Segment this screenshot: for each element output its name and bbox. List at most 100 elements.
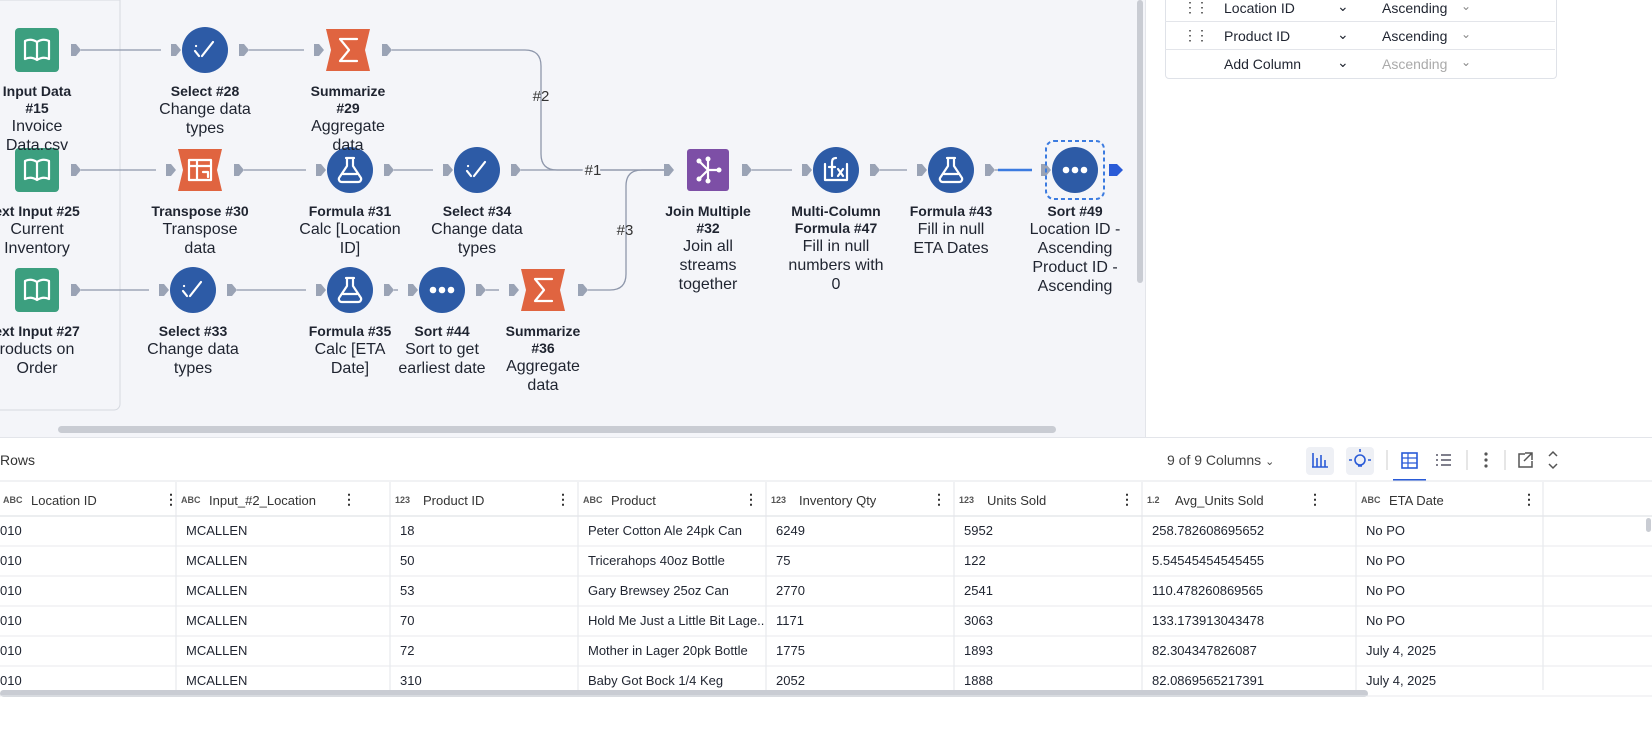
tool-icon[interactable] — [928, 147, 974, 193]
grid-view-icon[interactable] — [1401, 452, 1418, 469]
table-cell[interactable]: 010 — [0, 673, 22, 688]
column-menu[interactable]: ⋮ — [932, 491, 946, 507]
column-menu[interactable]: ⋮ — [1522, 491, 1536, 507]
more-menu[interactable] — [1484, 452, 1488, 468]
table-cell[interactable]: 3063 — [964, 613, 993, 628]
order-chevron[interactable]: ⌄ — [1461, 0, 1472, 13]
table-cell[interactable]: 2541 — [964, 583, 993, 598]
table-cell[interactable]: No PO — [1366, 613, 1406, 628]
table-cell[interactable]: Tricerahops 40oz Bottle — [588, 553, 725, 568]
field-chevron[interactable]: ⌄ — [1337, 26, 1349, 42]
tool-formula[interactable] — [928, 147, 974, 193]
v-scrollbar[interactable] — [1137, 0, 1143, 283]
tool-transpose[interactable] — [178, 149, 222, 191]
insight-button[interactable] — [1346, 447, 1374, 475]
order-chevron[interactable]: ⌄ — [1461, 27, 1472, 41]
tool-formula[interactable] — [327, 267, 373, 313]
tool-mcf[interactable] — [813, 147, 859, 193]
table-cell[interactable]: 010 — [0, 613, 22, 628]
columns-selector[interactable]: 9 of 9 Columns ⌄ — [1167, 452, 1274, 468]
expand-icon[interactable] — [1548, 450, 1558, 470]
tool-formula[interactable] — [327, 147, 373, 193]
tool-input[interactable] — [15, 28, 59, 72]
tool-input[interactable] — [15, 268, 59, 312]
table-cell[interactable]: MCALLEN — [186, 613, 248, 628]
column-header[interactable]: Input_#2_Location — [209, 493, 316, 508]
table-cell[interactable]: 310 — [400, 673, 422, 688]
column-header[interactable]: ETA Date — [1389, 493, 1444, 508]
sort-order[interactable]: Ascending — [1382, 56, 1448, 72]
table-cell[interactable]: No PO — [1366, 523, 1406, 538]
tool-sort[interactable] — [419, 267, 465, 313]
tool-sum[interactable] — [326, 29, 370, 71]
chart-button[interactable] — [1306, 447, 1334, 475]
column-header[interactable]: Product — [611, 493, 656, 508]
tool-icon[interactable] — [178, 149, 222, 191]
tool-sort[interactable] — [1052, 147, 1098, 193]
field-chevron[interactable]: ⌄ — [1337, 54, 1349, 70]
tool-join[interactable] — [687, 149, 729, 191]
tool-select[interactable] — [170, 267, 216, 313]
table-cell[interactable]: July 4, 2025 — [1366, 643, 1437, 658]
table-cell[interactable]: Mother in Lager 20pk Bottle — [588, 643, 748, 658]
column-header[interactable]: Units Sold — [987, 493, 1047, 508]
tool-select[interactable] — [454, 147, 500, 193]
column-menu[interactable]: ⋮ — [342, 491, 356, 507]
column-header[interactable]: Avg_Units Sold — [1175, 493, 1264, 508]
table-cell[interactable]: 258.782608695652 — [1152, 523, 1265, 538]
sort-order[interactable]: Ascending — [1382, 0, 1448, 16]
column-menu[interactable]: ⋮ — [556, 491, 570, 507]
table-cell[interactable]: 82.0869565217391 — [1152, 673, 1265, 688]
table-cell[interactable]: Baby Got Bock 1/4 Keg — [588, 673, 724, 688]
table-cell[interactable]: No PO — [1366, 583, 1406, 598]
tool-select[interactable] — [182, 27, 228, 73]
table-cell[interactable]: 5.54545454545455 — [1152, 553, 1265, 568]
drag-handle[interactable]: ⋮⋮ — [1183, 0, 1209, 15]
sort-field[interactable]: Add Column — [1224, 56, 1302, 72]
table-cell[interactable]: MCALLEN — [186, 583, 248, 598]
table-cell[interactable]: 50 — [400, 553, 415, 568]
table-cell[interactable]: 75 — [776, 553, 791, 568]
table-cell[interactable]: 1171 — [776, 613, 804, 628]
table-cell[interactable]: MCALLEN — [186, 553, 248, 568]
tool-icon[interactable] — [182, 27, 228, 73]
table-cell[interactable]: 18 — [400, 523, 415, 538]
tool-input[interactable] — [15, 148, 59, 192]
table-cell[interactable]: Hold Me Just a Little Bit Lage... — [588, 613, 764, 628]
tool-icon[interactable] — [813, 147, 859, 193]
table-cell[interactable]: 1775 — [776, 643, 805, 658]
table-cell[interactable]: 53 — [400, 583, 415, 598]
sort-field[interactable]: Location ID — [1224, 0, 1295, 16]
sort-field[interactable]: Product ID — [1224, 28, 1291, 44]
table-v-scrollbar[interactable] — [1646, 518, 1651, 532]
table-cell[interactable]: MCALLEN — [186, 643, 248, 658]
field-chevron[interactable]: ⌄ — [1337, 0, 1349, 14]
table-cell[interactable]: Gary Brewsey 25oz Can — [588, 583, 729, 598]
order-chevron[interactable]: ⌄ — [1461, 55, 1472, 69]
h-scrollbar[interactable] — [58, 426, 1056, 433]
column-menu[interactable]: ⋮ — [1308, 491, 1322, 507]
column-menu[interactable]: ⋮ — [164, 491, 178, 507]
tool-icon[interactable] — [454, 147, 500, 193]
column-header[interactable]: Inventory Qty — [799, 493, 877, 508]
workflow-canvas[interactable]: #2 #1 #3 Input Data #15 Invoice Data.csv Sel… — [0, 0, 1145, 437]
tool-icon[interactable] — [327, 147, 373, 193]
table-cell[interactable]: 010 — [0, 553, 22, 568]
table-cell[interactable]: 133.173913043478 — [1152, 613, 1265, 628]
column-menu[interactable]: ⋮ — [744, 491, 758, 507]
table-cell[interactable]: 122 — [964, 553, 986, 568]
table-cell[interactable]: 010 — [0, 643, 22, 658]
column-menu[interactable]: ⋮ — [1120, 491, 1134, 507]
table-cell[interactable]: MCALLEN — [186, 673, 248, 688]
table-cell[interactable]: 6249 — [776, 523, 805, 538]
table-cell[interactable]: 82.304347826087 — [1152, 643, 1257, 658]
table-cell[interactable]: 110.478260869565 — [1152, 583, 1264, 598]
table-cell[interactable]: 72 — [400, 643, 415, 658]
table-cell[interactable]: July 4, 2025 — [1366, 673, 1437, 688]
table-cell[interactable]: 5952 — [964, 523, 993, 538]
table-cell[interactable]: 2052 — [776, 673, 805, 688]
column-header[interactable]: Location ID — [31, 493, 97, 508]
table-h-scrollbar[interactable] — [0, 690, 1368, 697]
sort-order[interactable]: Ascending — [1382, 28, 1448, 44]
popout-icon[interactable] — [1518, 452, 1533, 468]
